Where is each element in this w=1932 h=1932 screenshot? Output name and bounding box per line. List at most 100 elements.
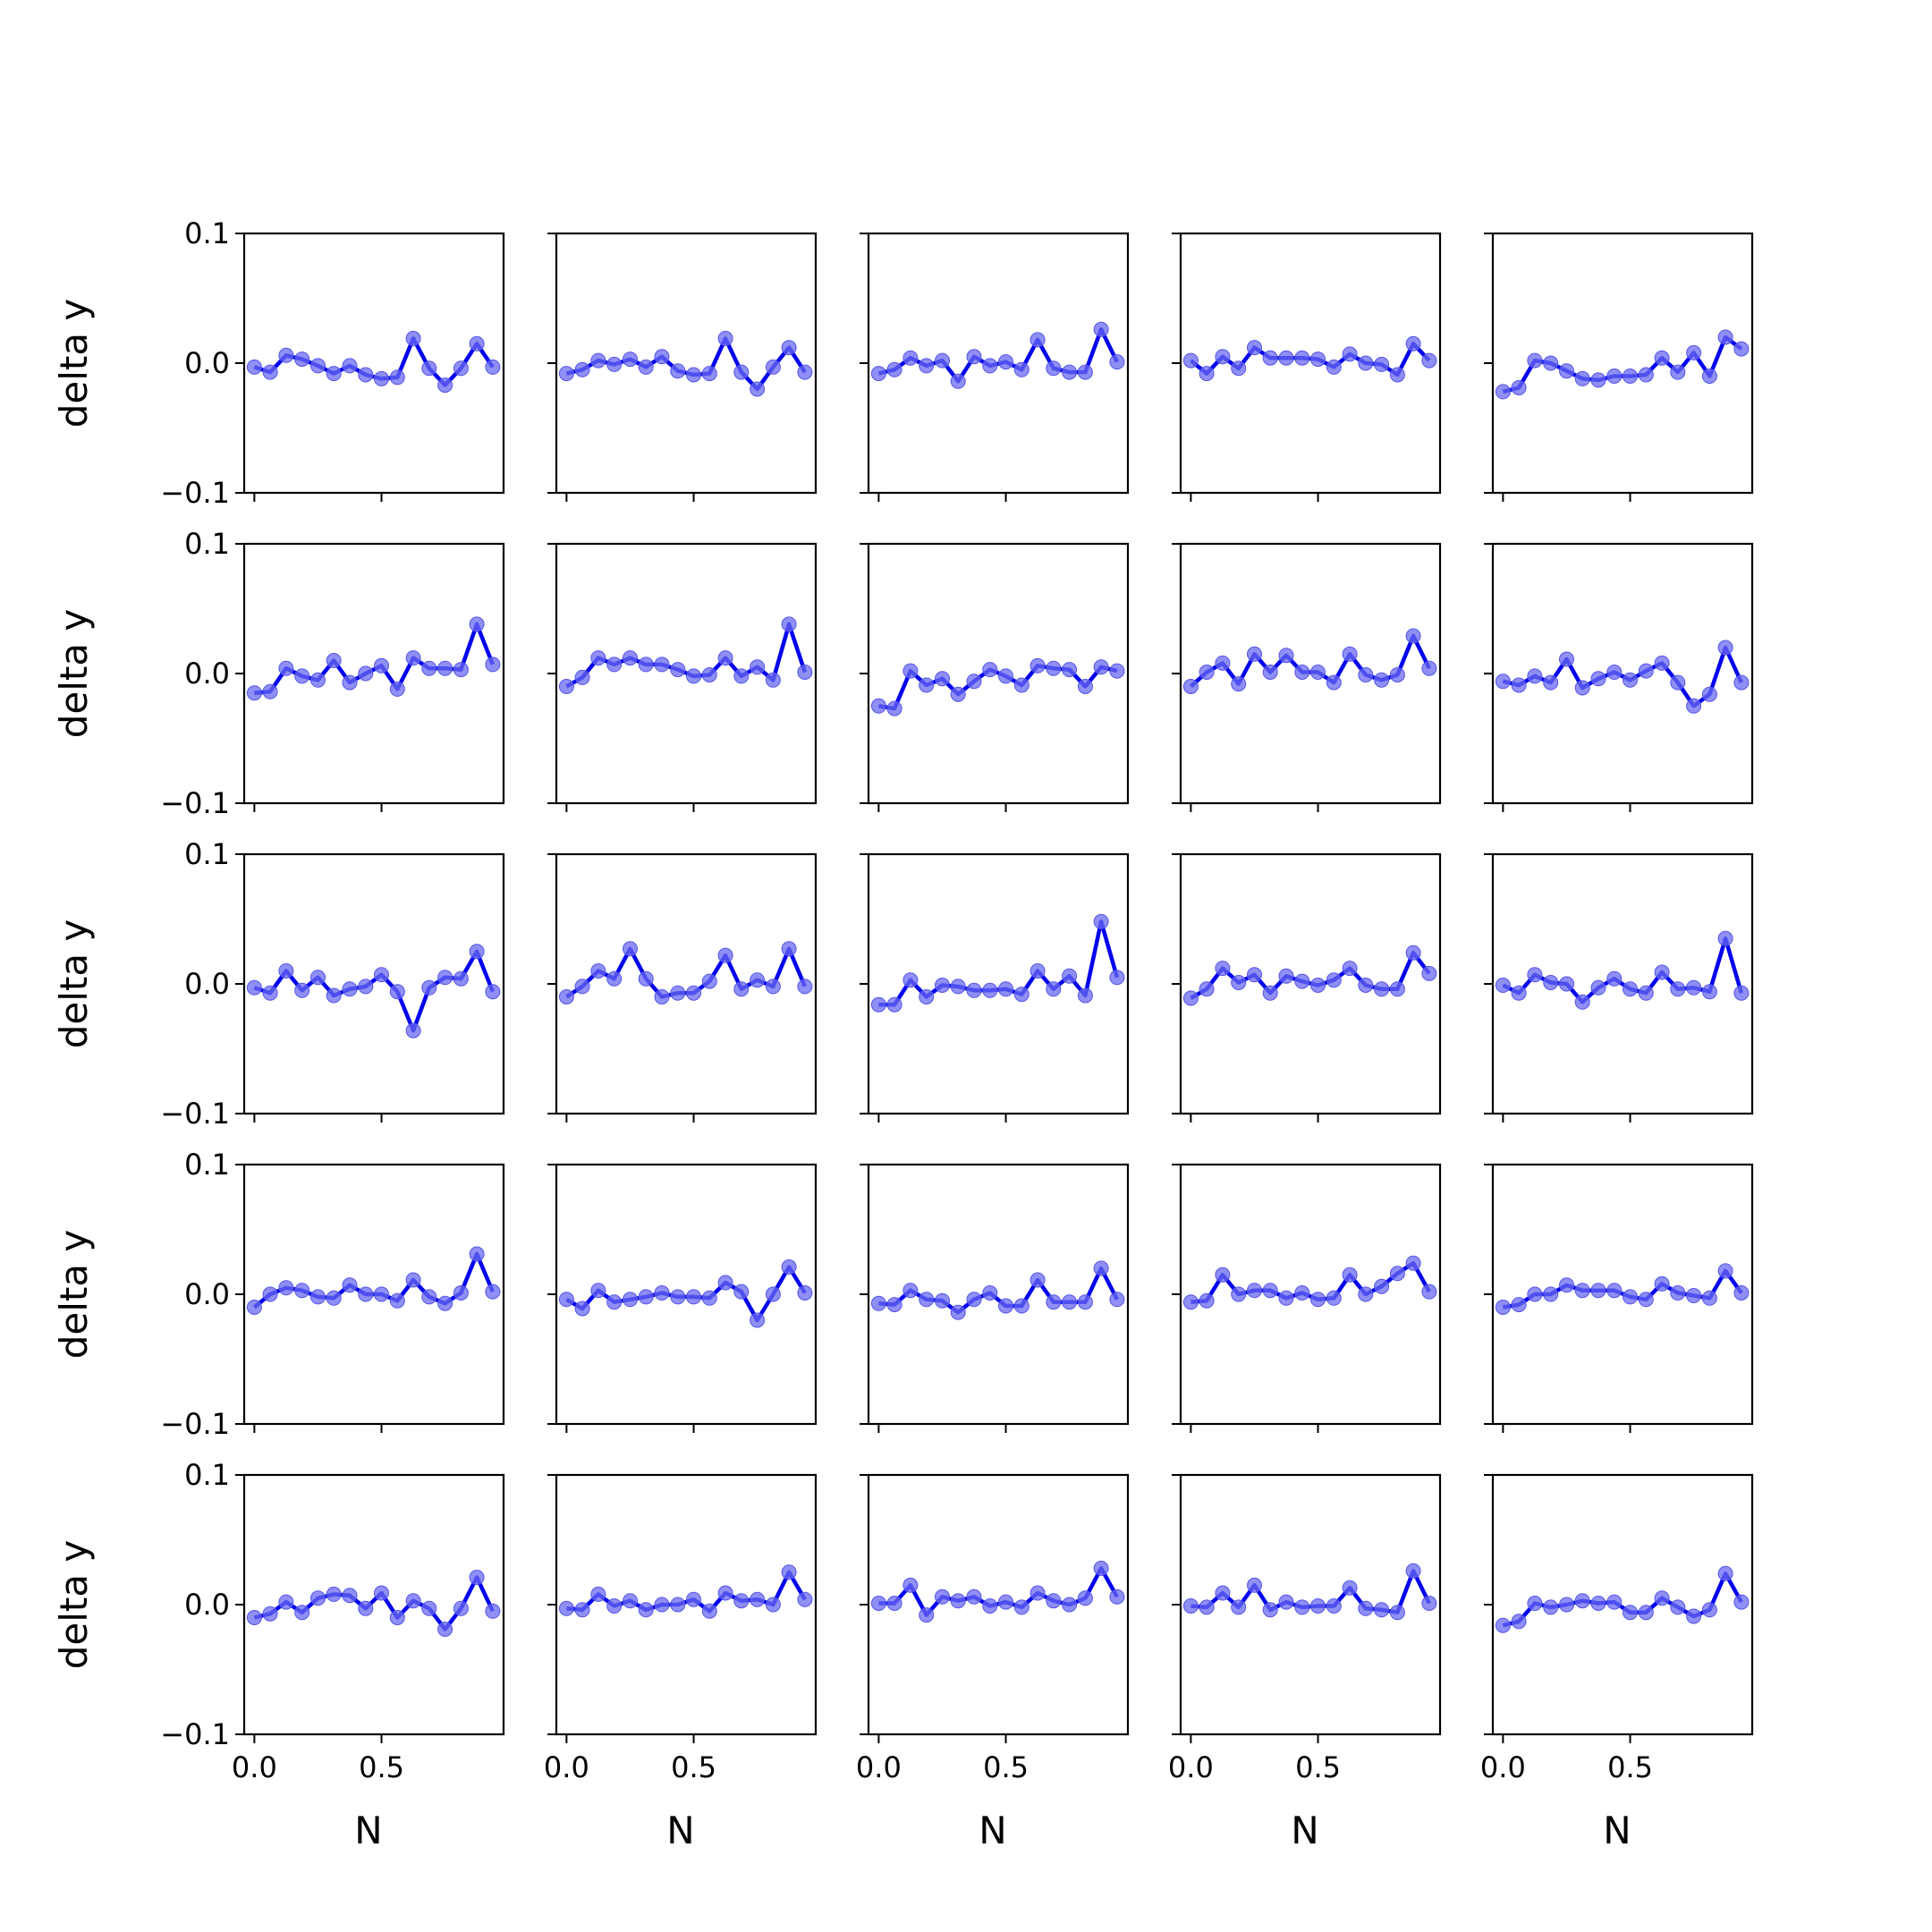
series-line (565, 1265, 807, 1323)
data-point (1574, 370, 1590, 386)
data-point (886, 361, 902, 377)
data-point (278, 660, 294, 676)
data-point (623, 650, 638, 666)
data-point (1077, 1590, 1093, 1606)
data-point (1358, 667, 1374, 682)
data-point (1511, 985, 1527, 1001)
data-point (1623, 369, 1638, 384)
data-point (1215, 1585, 1231, 1601)
data-point (1421, 352, 1437, 369)
data-point (294, 982, 310, 998)
data-point (670, 1597, 686, 1613)
x-tick-label: 0.5 (359, 1750, 404, 1784)
data-point (1199, 665, 1215, 680)
data-point (1670, 981, 1686, 997)
data-point (1527, 1286, 1543, 1302)
data-point (1062, 968, 1078, 984)
data-point (358, 1286, 374, 1302)
data-point (1013, 677, 1030, 693)
data-point (1247, 967, 1262, 983)
data-point (750, 659, 766, 675)
data-point (1670, 364, 1686, 380)
subplot-5-5: 0.0 0.5 N (1480, 1473, 1754, 1852)
data-point (326, 1290, 342, 1306)
data-point (1590, 372, 1606, 388)
data-point (1590, 979, 1606, 996)
data-point (950, 686, 966, 702)
data-point (1701, 984, 1717, 1000)
data-point (870, 996, 886, 1013)
data-point (1574, 1283, 1590, 1299)
data-point (405, 1593, 421, 1609)
data-point (1495, 384, 1511, 400)
data-point (1310, 1598, 1326, 1614)
subplot-1-5 (1484, 232, 1754, 502)
data-point (1231, 1599, 1247, 1615)
data-point (1374, 1278, 1390, 1294)
data-point (262, 985, 278, 1001)
data-point (765, 1286, 781, 1302)
data-point (1670, 1599, 1686, 1615)
data-point (765, 672, 781, 688)
data-point (1686, 979, 1702, 996)
data-point (1638, 1605, 1654, 1621)
data-point (1405, 1255, 1421, 1271)
series-line (1502, 645, 1743, 708)
data-point (1278, 350, 1294, 366)
y-tick-label: 0.0 (184, 346, 230, 380)
data-point (405, 650, 421, 666)
data-point (701, 366, 717, 382)
data-point (590, 963, 606, 979)
data-point (374, 370, 389, 386)
data-point (919, 358, 935, 374)
data-point (1294, 973, 1310, 989)
data-point (1638, 1292, 1654, 1308)
data-point (998, 1594, 1013, 1610)
data-point (1046, 360, 1062, 377)
data-point (982, 1598, 998, 1614)
data-point (670, 1289, 686, 1305)
y-tick-label: 0.1 (184, 527, 230, 561)
data-point (606, 1598, 623, 1614)
data-point (1231, 1286, 1247, 1302)
data-point (1543, 1286, 1559, 1302)
data-point (902, 663, 919, 679)
data-point (1638, 985, 1654, 1001)
data-point (1199, 981, 1215, 997)
data-point (485, 1603, 501, 1619)
data-point (358, 1600, 374, 1616)
series-line (878, 664, 1118, 711)
series-line (253, 1575, 495, 1631)
subplot-3-5 (1484, 852, 1754, 1123)
x-tick-label: 0.0 (1168, 1750, 1214, 1784)
data-point (797, 665, 813, 680)
series-line (1189, 342, 1431, 377)
data-point (1405, 945, 1421, 961)
data-point (1717, 329, 1733, 345)
data-point (1717, 640, 1733, 656)
data-point (1310, 978, 1326, 993)
y-tick-label: −0.1 (160, 1717, 230, 1751)
data-point (797, 1285, 813, 1301)
data-point (389, 1610, 405, 1625)
data-point (1590, 1596, 1606, 1611)
data-point (278, 963, 294, 979)
data-point (1638, 663, 1654, 679)
data-point (294, 1283, 310, 1299)
x-tick-label: 0.5 (983, 1750, 1029, 1784)
data-point (1182, 679, 1199, 694)
data-point (919, 1607, 935, 1623)
data-point (902, 972, 919, 988)
data-point (1182, 352, 1199, 369)
subplot-3-1: −0.1 0.0 0.1 delta y (52, 837, 505, 1131)
data-point (1109, 354, 1125, 370)
data-point (606, 970, 623, 987)
data-point (797, 364, 813, 380)
data-point (1421, 660, 1437, 676)
data-point (623, 1292, 638, 1308)
data-point (1046, 660, 1062, 676)
data-point (1701, 686, 1717, 702)
data-point (342, 358, 358, 374)
data-point (919, 1292, 935, 1308)
